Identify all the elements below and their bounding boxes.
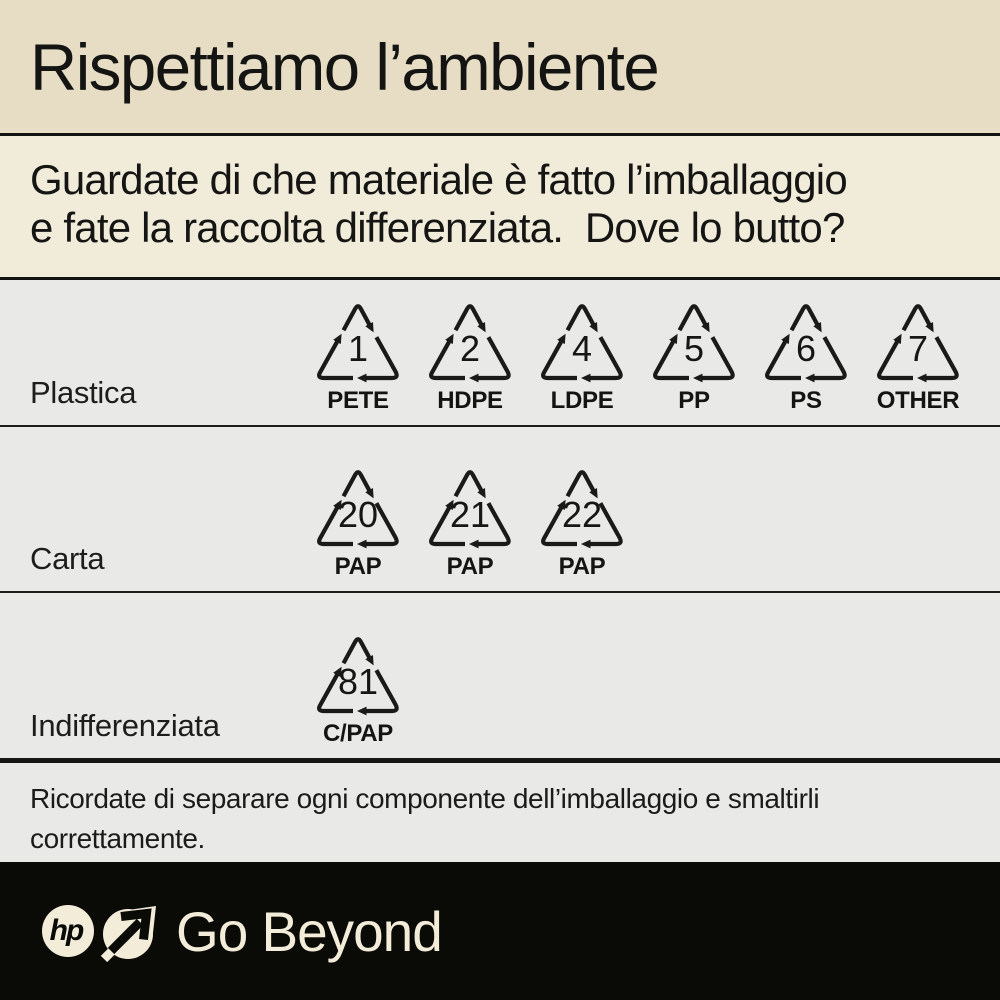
resin-code-label: PAP: [446, 553, 494, 580]
divider: [0, 758, 1000, 763]
material-row-indifferenziata: Indifferenziata 81 C/PAP: [0, 593, 1000, 758]
recycling-symbol: 20 PAP: [312, 465, 404, 581]
resin-code-label: PAP: [558, 553, 606, 580]
resin-code-number: 22: [562, 494, 602, 535]
note-line-1: Ricordate di separare ogni componente de…: [30, 783, 827, 854]
recycling-symbol: 1 PETE: [312, 299, 404, 415]
resin-code-label: LDPE: [550, 387, 614, 414]
go-beyond-arrow-leaf-icon: [100, 906, 156, 963]
divider: [0, 425, 1000, 427]
material-label: Carta: [30, 541, 105, 576]
page-title: Rispettiamo l’ambiente: [30, 29, 660, 104]
material-row-carta: Carta 20 PAP 21 PAP 22 PAP: [0, 427, 1000, 591]
resin-code-label: PAP: [334, 553, 382, 580]
recycling-triangle-icon: 4: [536, 299, 628, 385]
symbol-group: 81 C/PAP: [312, 632, 404, 748]
material-row-plastica: Plastica 1 PETE 2 HDPE 4 LDPE 5 PP 6 PS: [0, 280, 1000, 425]
material-label: Indifferenziata: [30, 708, 220, 743]
symbol-group: 1 PETE 2 HDPE 4 LDPE 5 PP 6 PS 7 OTHER: [312, 299, 964, 415]
resin-code-number: 21: [450, 494, 490, 535]
recycling-symbol: 6 PS: [760, 299, 852, 415]
recycling-triangle-icon: 22: [536, 465, 628, 551]
recycling-triangle-icon: 1: [312, 299, 404, 385]
subtitle-line-2: e fate la raccolta differenziata. Dove l…: [30, 204, 845, 251]
header: Rispettiamo l’ambiente: [0, 0, 1000, 133]
resin-code-label: PETE: [327, 387, 389, 414]
resin-code-number: 5: [684, 328, 704, 369]
divider: [0, 591, 1000, 593]
resin-code-number: 81: [338, 661, 378, 702]
resin-code-label: OTHER: [876, 387, 960, 414]
footer: hp Go Beyond: [0, 862, 1000, 1000]
resin-code-label: HDPE: [437, 387, 503, 414]
resin-code-number: 20: [338, 494, 378, 535]
recycling-symbol: 7 OTHER: [872, 299, 964, 415]
material-label: Plastica: [30, 375, 137, 410]
recycling-symbol: 21 PAP: [424, 465, 516, 581]
recycling-triangle-icon: 5: [648, 299, 740, 385]
resin-code-label: PP: [678, 387, 710, 414]
recycling-triangle-icon: 2: [424, 299, 516, 385]
hp-logo-icon: hp: [42, 905, 94, 957]
recycling-symbol: 4 LDPE: [536, 299, 628, 415]
recycling-symbol: 2 HDPE: [424, 299, 516, 415]
resin-code-number: 1: [348, 328, 368, 369]
recycling-symbol: 22 PAP: [536, 465, 628, 581]
tagline-text: Go Beyond: [176, 899, 443, 963]
resin-code-number: 2: [460, 328, 480, 369]
subtitle-band: Guardate di che materiale è fatto l’imba…: [0, 136, 1000, 277]
resin-code-label: PS: [790, 387, 822, 414]
recycling-symbol: 5 PP: [648, 299, 740, 415]
divider: [0, 277, 1000, 280]
recycling-triangle-icon: 81: [312, 632, 404, 718]
hp-logo-text: hp: [49, 914, 85, 947]
resin-code-number: 6: [796, 328, 816, 369]
recycling-triangle-icon: 6: [760, 299, 852, 385]
recycling-triangle-icon: 7: [872, 299, 964, 385]
recycling-triangle-icon: 21: [424, 465, 516, 551]
resin-code-label: C/PAP: [322, 720, 394, 747]
resin-code-number: 4: [572, 328, 592, 369]
recycling-triangle-icon: 20: [312, 465, 404, 551]
divider: [0, 133, 1000, 136]
symbol-group: 20 PAP 21 PAP 22 PAP: [312, 465, 628, 581]
resin-code-number: 7: [908, 328, 928, 369]
subtitle-text: Guardate di che materiale è fatto l’imba…: [30, 156, 1000, 252]
recycling-symbol: 81 C/PAP: [312, 632, 404, 748]
note-band: Ricordate di separare ogni componente de…: [0, 763, 1000, 894]
subtitle-line-1: Guardate di che materiale è fatto l’imba…: [30, 156, 848, 203]
